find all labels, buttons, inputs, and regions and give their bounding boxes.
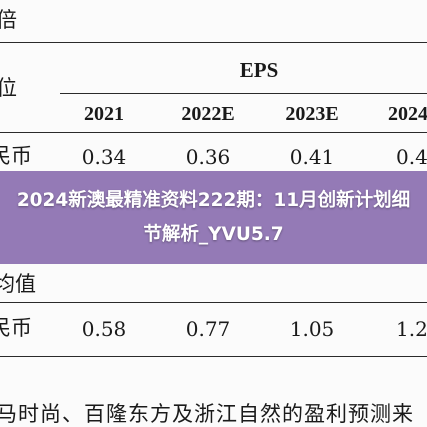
year-header-2024: 2024 [388,103,427,125]
row1-value-2024: 0.4 [396,145,427,169]
eps-heading: EPS [239,58,279,82]
year-header-2021: 2021 [84,103,124,125]
row1-value-2021: 0.34 [81,145,127,169]
header-fragment-top: 倍 [0,8,17,32]
row1-value-2023e: 0.41 [289,145,335,169]
footer-note: 马时尚、百隆东方及浙江自然的盈利预测来 [0,402,414,426]
eps-underline [60,93,427,94]
row2-value-2023e: 1.05 [289,317,335,341]
row2-value-2022e: 0.77 [185,317,231,341]
row2-value-2024: 1.2 [396,317,427,341]
row2-label-fragment: 民币 [0,316,32,340]
banner-title[interactable]: 2024新澳最精准资料222期：11月创新计划细节解析_YVU5.7 [16,189,411,245]
row1-label-fragment: 民币 [0,144,32,168]
unit-label-fragment: 位 [0,76,17,100]
title-banner[interactable]: 2024新澳最精准资料222期：11月创新计划细节解析_YVU5.7 [0,171,427,264]
section-label-fragment: 均值 [0,272,36,296]
table-bottom-rule [0,356,427,357]
section-rule [0,302,427,303]
year-header-2022e: 2022E [181,103,235,125]
row1-value-2022e: 0.36 [185,145,231,169]
row2-value-2021: 0.58 [81,317,127,341]
table-top-rule [0,42,427,43]
year-header-2023e: 2023E [285,103,339,125]
header-bottom-rule [0,132,427,133]
